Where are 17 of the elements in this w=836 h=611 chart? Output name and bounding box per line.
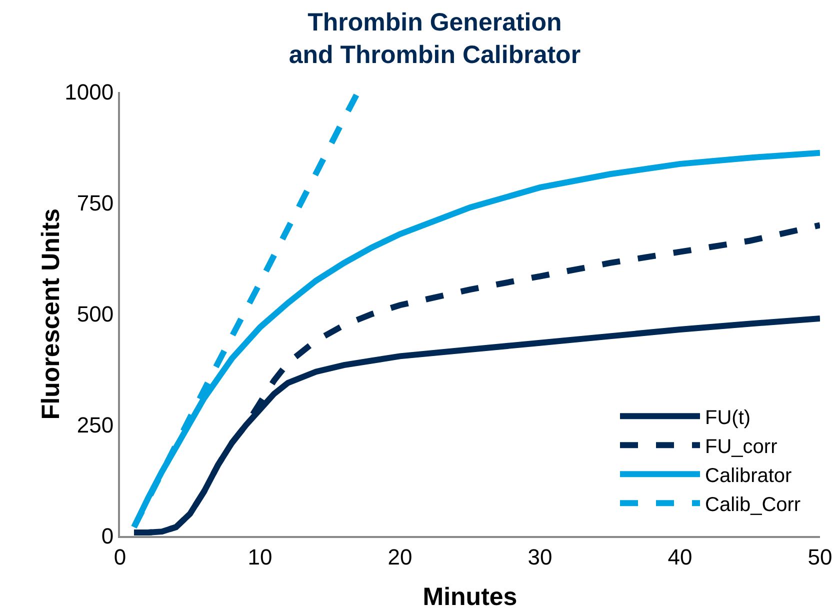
y-tick-label: 1000 [64, 80, 114, 105]
legend-label: FU(t) [705, 406, 751, 429]
x-tick-label: 50 [808, 544, 832, 570]
legend-label: Calib_Corr [705, 494, 801, 516]
y-tick-label: 750 [76, 190, 114, 216]
y-tick-label: 0 [101, 524, 114, 549]
y-axis-title: Fluorescent Units [37, 208, 65, 420]
y-tick-label: 500 [76, 302, 114, 327]
legend-label: FU_corr [705, 436, 778, 458]
legend-label: Calibrator [705, 464, 792, 487]
x-tick-label: 30 [528, 544, 552, 570]
x-axis-title: Minutes [422, 583, 518, 611]
chart-title: Thrombin Generation and Thrombin Calibrator [288, 8, 581, 70]
y-tick-label: 250 [76, 412, 114, 438]
x-tick-label: 10 [248, 544, 272, 570]
x-tick-label: 40 [668, 544, 692, 570]
x-tick-label: 20 [388, 544, 412, 570]
